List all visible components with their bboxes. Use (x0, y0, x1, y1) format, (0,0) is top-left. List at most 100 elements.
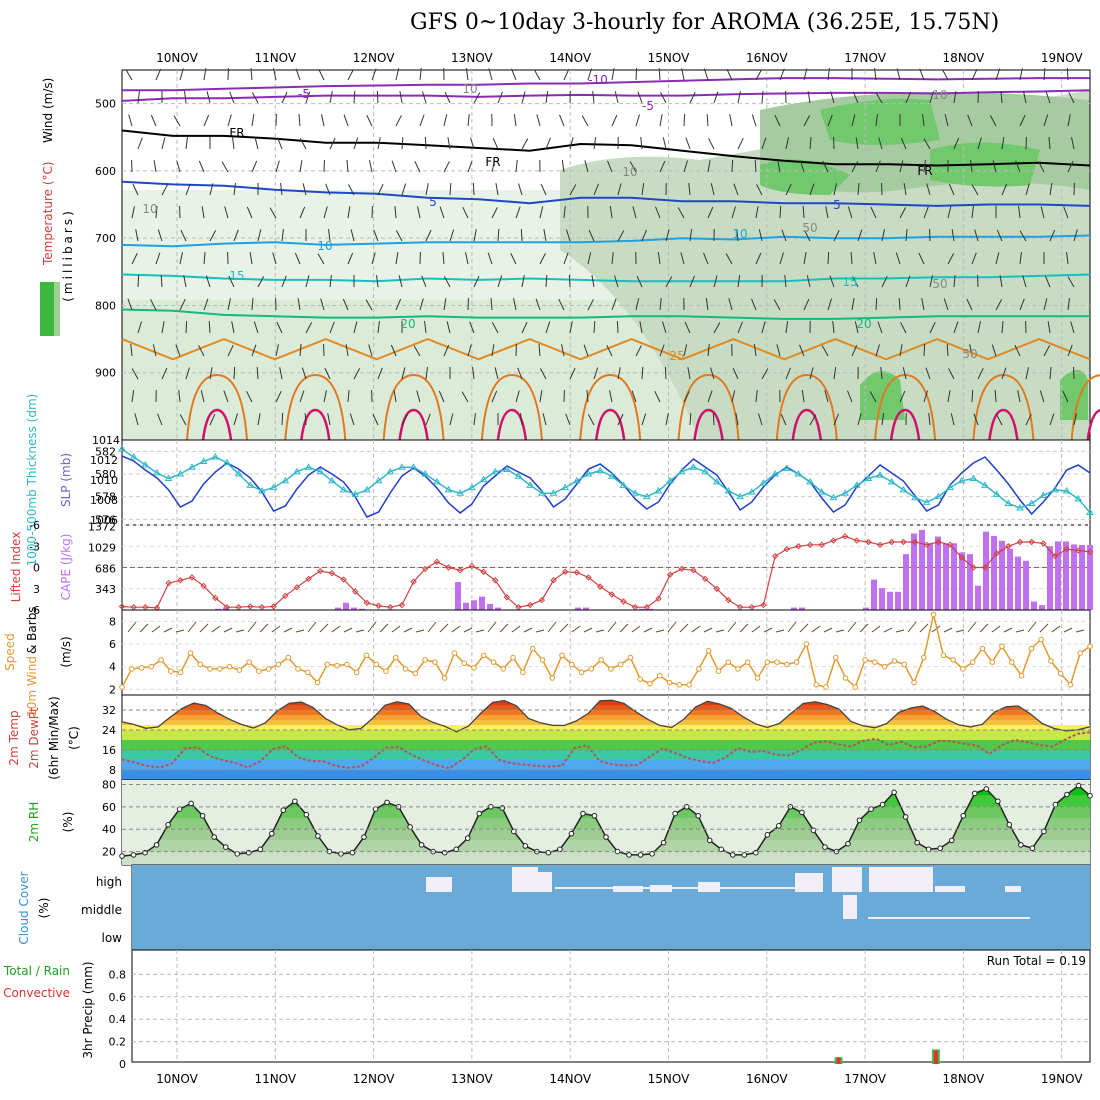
wind-barb (991, 344, 997, 357)
cloud-patch (538, 872, 552, 892)
wind-barb (233, 366, 236, 380)
wind-barb (755, 69, 763, 81)
wind-speed-line-point (715, 668, 722, 675)
wind-barb (539, 206, 544, 219)
wind-barb (273, 68, 277, 81)
li-point (841, 533, 849, 540)
wind-barb (233, 183, 236, 196)
wind-barb (395, 68, 400, 81)
wind-barb (739, 623, 749, 633)
li-point (177, 577, 184, 584)
precip-tick: 0.8 (109, 968, 127, 981)
thickness-tick: 576 (95, 513, 116, 526)
wind-barb (859, 623, 869, 633)
wind-barb (203, 298, 209, 311)
wind-barb (473, 229, 477, 242)
wind-barb (727, 621, 737, 633)
temp-line (121, 699, 1091, 733)
wind-barb (900, 137, 907, 150)
wind-barb (157, 413, 163, 426)
wind-barb (953, 321, 959, 334)
wind-barb (895, 629, 905, 633)
wind-barb (393, 390, 397, 403)
wind-barb (953, 91, 957, 104)
thickness-point (747, 488, 756, 495)
wind-speed-line-point (138, 665, 145, 671)
temp-band (122, 720, 1090, 725)
wind-speed-line-point (402, 666, 409, 672)
temp-tick: 24 (102, 724, 116, 737)
wind-barb (391, 160, 397, 173)
cape-bar (455, 582, 461, 610)
y-tick-label: 600 (95, 165, 116, 178)
cape-bar (887, 591, 893, 610)
isotherm-35 (889, 408, 921, 441)
wind-barb (475, 629, 485, 633)
isotherm-label: 5 (429, 195, 437, 209)
y-tick-label: 900 (95, 367, 116, 380)
li-point (771, 552, 779, 560)
wind-unit-text: (m/s) (59, 636, 73, 667)
wind-barb (950, 413, 955, 426)
chart-title: GFS 0~10day 3-hourly for AROMA (36.25E, … (410, 10, 1000, 35)
cape-bar (799, 607, 805, 610)
wind-barb (259, 623, 269, 633)
wind-barb (641, 229, 647, 242)
wind-barb (425, 183, 429, 196)
cape-bar (351, 607, 357, 610)
pressure-unit-label: (millibars) (61, 208, 75, 302)
wind-speed-line-point (520, 669, 526, 676)
wind-speed-line-point (314, 679, 321, 686)
cape-bar (895, 591, 901, 610)
rh-line-point (603, 834, 609, 840)
wind-barb (173, 115, 181, 127)
precip-convective-bar (933, 1050, 938, 1064)
li-point (701, 575, 709, 583)
wind-tick: 2 (109, 683, 116, 696)
wind-barb (779, 68, 785, 81)
wind-barb (823, 627, 833, 633)
wind-barb (773, 299, 781, 311)
wind-barb (943, 627, 953, 633)
precip-tick: 0.6 (109, 991, 127, 1004)
wind-barb (569, 367, 576, 380)
wind-barb (155, 252, 161, 265)
isotherm-35 (201, 408, 233, 441)
wind-barb (488, 68, 493, 81)
panel-frame-slp (121, 439, 1091, 526)
wind-speed-line-point (862, 657, 868, 663)
precip-ylabel: 3hr Precip (mm) (81, 961, 95, 1058)
wind-barb (785, 321, 789, 334)
wind-barb (941, 69, 949, 81)
wind-speed-line-point (686, 682, 692, 688)
wind-barb (1043, 298, 1048, 311)
wind-barb (163, 627, 173, 633)
wind-barb (413, 345, 421, 357)
thickness-point (281, 476, 290, 484)
wind-barb (641, 413, 647, 426)
wind-speed-line-point (754, 675, 761, 681)
wind-speed-line-point (950, 657, 956, 663)
wind-barb (331, 625, 341, 633)
wind-speed-line-point (373, 661, 380, 668)
wind-barb (439, 623, 449, 633)
wind-barb (251, 92, 259, 104)
wind-barb (857, 229, 863, 242)
li-point (118, 603, 126, 610)
wind-barb (847, 206, 853, 219)
wind-barb (518, 183, 523, 196)
wind-barb (421, 275, 427, 288)
cape-bar (575, 607, 581, 610)
cape-bar (359, 608, 365, 610)
rh-tick: 40 (102, 823, 116, 836)
thickness-point (724, 487, 733, 494)
wind-barb (233, 413, 238, 426)
isotherm-35 (300, 408, 331, 441)
wind-barb (1019, 298, 1025, 311)
wind-barb (880, 367, 883, 380)
wind-barb (535, 629, 545, 633)
wind-barb (323, 206, 328, 219)
wind-barb (521, 91, 526, 104)
wind-barb (1049, 413, 1055, 426)
thickness-point (806, 477, 814, 485)
